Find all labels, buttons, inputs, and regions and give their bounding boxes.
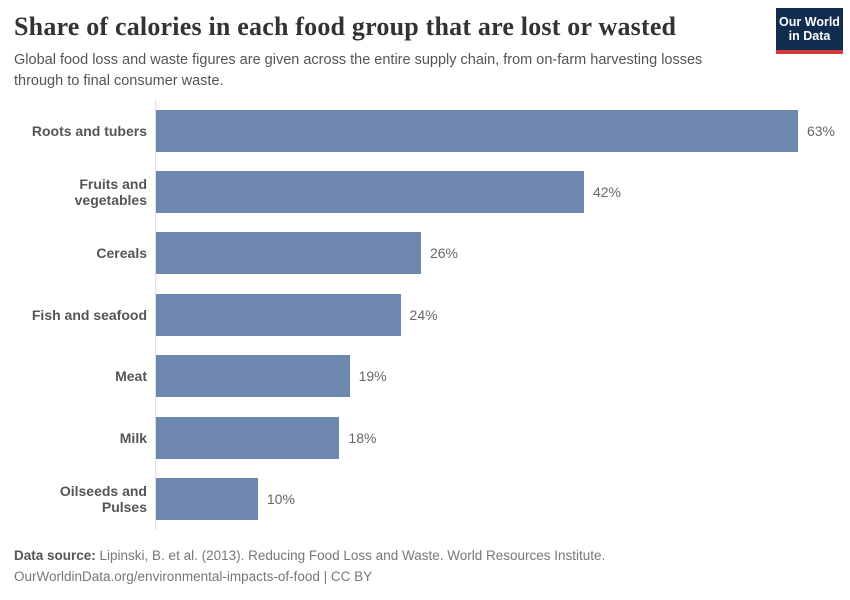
value-label: 19% (358, 368, 387, 385)
page-title: Share of calories in each food group tha… (14, 12, 677, 41)
chart-row: Fruits and vegetables 42% (14, 161, 840, 223)
plot-area: 26% (155, 222, 840, 285)
data-source-label: Data source: (14, 548, 96, 563)
data-source-line: Data source: Lipinski, B. et al. (2013).… (14, 546, 605, 567)
value-label: 18% (348, 429, 377, 446)
license-line: OurWorldinData.org/environmental-impacts… (14, 568, 373, 584)
chart-row: Roots and tubers 63% (14, 100, 840, 162)
data-source-text: Lipinski, B. et al. (2013). Reducing Foo… (95, 548, 606, 563)
chart-row: Meat 19% (14, 345, 840, 407)
category-label: Roots and tubers (31, 122, 147, 139)
bar (156, 232, 421, 275)
plot-area: 24% (155, 284, 840, 346)
category-label: Cereals (96, 245, 147, 262)
chart-row: Oilseeds and Pulses 10% (14, 468, 840, 530)
plot-area: 18% (155, 406, 840, 469)
bar (156, 355, 350, 398)
plot-area: 10% (155, 468, 840, 530)
bar (156, 109, 798, 152)
bar-chart: Roots and tubers 63% Fruits and vegetables… (14, 100, 840, 530)
value-label: 24% (409, 306, 438, 323)
category-label: Fruits and vegetables (74, 176, 147, 209)
bar (156, 293, 401, 336)
category-label: Meat (115, 368, 147, 385)
chart-footer: Data source: Lipinski, B. et al. (2013).… (14, 546, 605, 588)
plot-area: 19% (155, 345, 840, 407)
owid-logo-line2: in Data (788, 29, 831, 43)
plot-area: 42% (155, 161, 840, 223)
owid-logo-line1: Our World (779, 14, 840, 29)
category-label: Fish and seafood (31, 306, 147, 323)
chart-row: Cereals 26% (14, 222, 840, 285)
plot-area: 63% (155, 100, 840, 162)
value-label: 42% (592, 184, 621, 201)
chart-row: Fish and seafood 24% (14, 284, 840, 346)
value-label: 63% (806, 122, 835, 139)
bar (156, 171, 584, 214)
category-label: Oilseeds and Pulses (59, 483, 147, 516)
owid-logo: Our World in Data (776, 8, 843, 54)
bar (156, 416, 340, 459)
chart-subtitle: Global food loss and waste figures are g… (14, 52, 703, 90)
value-label: 10% (266, 491, 295, 508)
value-label: 26% (429, 245, 458, 262)
category-label: Milk (119, 429, 147, 446)
bar (156, 478, 258, 521)
chart-header: Share of calories in each food group tha… (14, 0, 836, 92)
chart-row: Milk 18% (14, 406, 840, 469)
